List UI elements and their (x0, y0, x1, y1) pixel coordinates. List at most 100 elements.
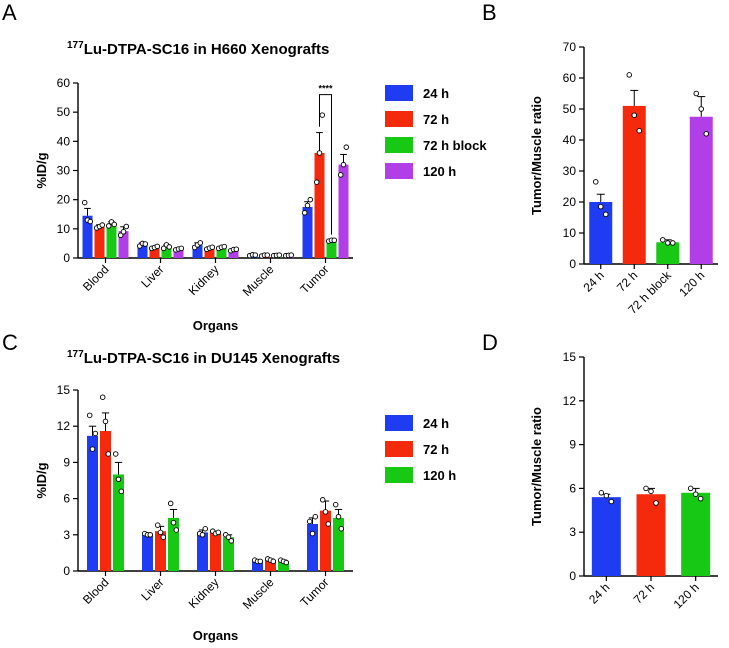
chart-b-xtick-72-h: 72 h (614, 268, 640, 294)
chart-a-72-h-block-liver-bar (161, 246, 172, 258)
panel-letter-b: B (482, 0, 497, 25)
chart-c-120-h-tumor-data-point (332, 501, 339, 508)
chart-c-xtick-muscle: Muscle (240, 575, 277, 612)
chart-c-120-h-liver-data-point (170, 519, 177, 526)
chart-a-72-h-tumor-bar (314, 153, 325, 258)
chart-b-24-h-data-point (593, 179, 599, 185)
chart-a: 0 10 20 30 40 50 60 %ID/g Organs 177Lu-DTPA-SC16 … (34, 40, 487, 333)
chart-d-120-h-data-point (697, 495, 704, 502)
chart-a-72-h-kidney-data-point (209, 244, 216, 250)
chart-c-72-h-blood-data-point (105, 451, 112, 457)
chart-c-72-h-blood-bar (100, 431, 111, 571)
chart-c-120-h-muscle-data-point (283, 559, 290, 566)
chart-a-120-h-muscle-data-point (288, 252, 295, 258)
chart-c-ytick-label: 6 (63, 492, 70, 506)
chart-b-120-h-data-point (698, 106, 705, 112)
chart-d-72-h-bar (636, 494, 666, 576)
chart-d-ytick-label: 15 (563, 350, 577, 364)
chart-c-24-h-muscle-data-point (257, 558, 264, 565)
chart-a-title: 177Lu-DTPA-SC16 in H660 Xenografts (67, 40, 329, 58)
chart-b-120-h-data-point (703, 131, 710, 137)
chart-a-xtick-kidney: Kidney (186, 262, 222, 298)
chart-a-legend-label-72-h: 72 h (423, 112, 449, 127)
chart-c-72-h-liver-data-point (157, 529, 164, 536)
chart-c-legend-label-72-h: 72 h (423, 442, 449, 457)
chart-b-72-h-block-data-point (670, 240, 676, 246)
chart-a-ytick-label: 20 (57, 193, 71, 207)
chart-a-24-h-liver-data-point (142, 241, 149, 247)
chart-a-legend-label-24-h: 24 h (423, 86, 449, 101)
chart-d-120-h-bar (681, 492, 711, 576)
chart-c-24-h-tumor-bar (307, 523, 318, 571)
chart-c: 0 3 6 9 12 15 %ID/g Organs 177Lu-DTPA-SC16 in DU… (34, 349, 456, 643)
chart-c-ytick-label: 3 (63, 528, 70, 542)
chart-a-24-h-blood-data-point (87, 218, 94, 225)
chart-a-ytick-label: 40 (57, 134, 71, 148)
chart-c-24-h-muscle-bar (252, 561, 263, 571)
chart-c-120-h-tumor-data-point (335, 513, 342, 520)
chart-a-72-h-block-liver-data-point (160, 245, 167, 252)
chart-a-significance-stars: **** (318, 84, 333, 94)
chart-a-72-h-liver-data-point (154, 243, 161, 250)
chart-a-72-h-kidney-bar (204, 248, 215, 258)
chart-c-24-h-tumor-data-point (312, 513, 319, 520)
chart-c-ytick-label: 9 (63, 455, 70, 469)
chart-a-120-h-liver-data-point (178, 245, 185, 252)
chart-c-72-h-muscle-data-point (270, 558, 277, 565)
chart-d-ytick-label: 3 (569, 525, 576, 539)
chart-b-72-h-data-point (626, 72, 633, 78)
chart-d-120-h-data-point (687, 485, 694, 492)
chart-c-24-h-liver-bar (142, 534, 153, 571)
chart-c-72-h-liver-data-point (154, 522, 161, 528)
chart-b-xtick-120-h: 120 h (676, 268, 707, 299)
chart-c-72-h-liver-bar (155, 531, 166, 571)
chart-c-24-h-liver-data-point (147, 532, 154, 538)
chart-d-24-h-data-point (598, 490, 605, 496)
chart-a-120-h-tumor-data-point (343, 144, 350, 150)
chart-d-24-h-data-point (608, 498, 615, 505)
chart-d-xtick-72-h: 72 h (631, 580, 657, 606)
chart-a-ytick-label: 30 (57, 164, 71, 178)
chart-a-120-h-blood-data-point (117, 232, 124, 238)
chart-b-ytick-label: 10 (563, 226, 577, 240)
chart-d-ylabel: Tumor/Muscle ratio (529, 407, 544, 526)
chart-c-24-h-tumor-data-point (309, 530, 316, 537)
chart-a-120-h-tumor-bar (338, 164, 349, 258)
chart-c-ytick-label: 12 (57, 419, 71, 433)
chart-a-72-h-block-blood-data-point (111, 221, 118, 228)
chart-c-xlabel: Organs (193, 628, 239, 643)
chart-a-72-h-tumor-data-point (316, 150, 323, 156)
chart-a-24-h-tumor-data-point (307, 196, 314, 203)
chart-a-xtick-blood: Blood (80, 262, 112, 294)
chart-a-72-h-muscle-data-point (264, 252, 271, 258)
chart-c-120-h-kidney-data-point (225, 534, 232, 540)
chart-c-120-h-blood-data-point (115, 476, 122, 483)
chart-d-xtick-24-h: 24 h (586, 580, 612, 606)
chart-b-72-h-bar (622, 105, 646, 265)
chart-a-24-h-kidney-bar (192, 245, 203, 258)
chart-b-ytick-label: 60 (563, 71, 577, 85)
chart-a-72-h-block-kidney-bar (216, 247, 227, 258)
chart-a-72-h-blood-bar (94, 226, 105, 258)
chart-a-xtick-tumor: Tumor (298, 262, 332, 296)
chart-a-72-h-block-liver-data-point (166, 244, 173, 250)
chart-b-72-h-block-data-point (665, 240, 671, 246)
chart-b-120-h-bar (689, 116, 713, 264)
chart-b-120-h-data-point (693, 90, 700, 97)
chart-c-title: 177Lu-DTPA-SC16 in DU145 Xenografts (67, 349, 340, 367)
chart-c-xtick-blood: Blood (80, 575, 112, 607)
chart-c-72-h-tumor-data-point (322, 509, 329, 515)
chart-c-24-h-kidney-data-point (202, 526, 209, 532)
chart-c-120-h-kidney-data-point (228, 538, 235, 544)
chart-c-120-h-kidney-bar (223, 537, 234, 571)
chart-a-72-h-block-tumor-bar (326, 240, 337, 258)
chart-a-significance-bracket (319, 94, 332, 235)
chart-d-72-h-data-point (643, 485, 649, 492)
chart-b-xtick-24-h: 24 h (580, 268, 606, 294)
chart-a-72-h-block-muscle-data-point (276, 252, 283, 258)
chart-d-xtick-120-h: 120 h (671, 580, 702, 611)
chart-a-ytick-label: 10 (57, 222, 71, 236)
chart-c-ylabel: %ID/g (34, 462, 49, 498)
chart-a-120-h-blood-data-point (123, 223, 130, 230)
chart-c-title-main: Lu-DTPA-SC16 in DU145 Xenografts (84, 350, 340, 367)
